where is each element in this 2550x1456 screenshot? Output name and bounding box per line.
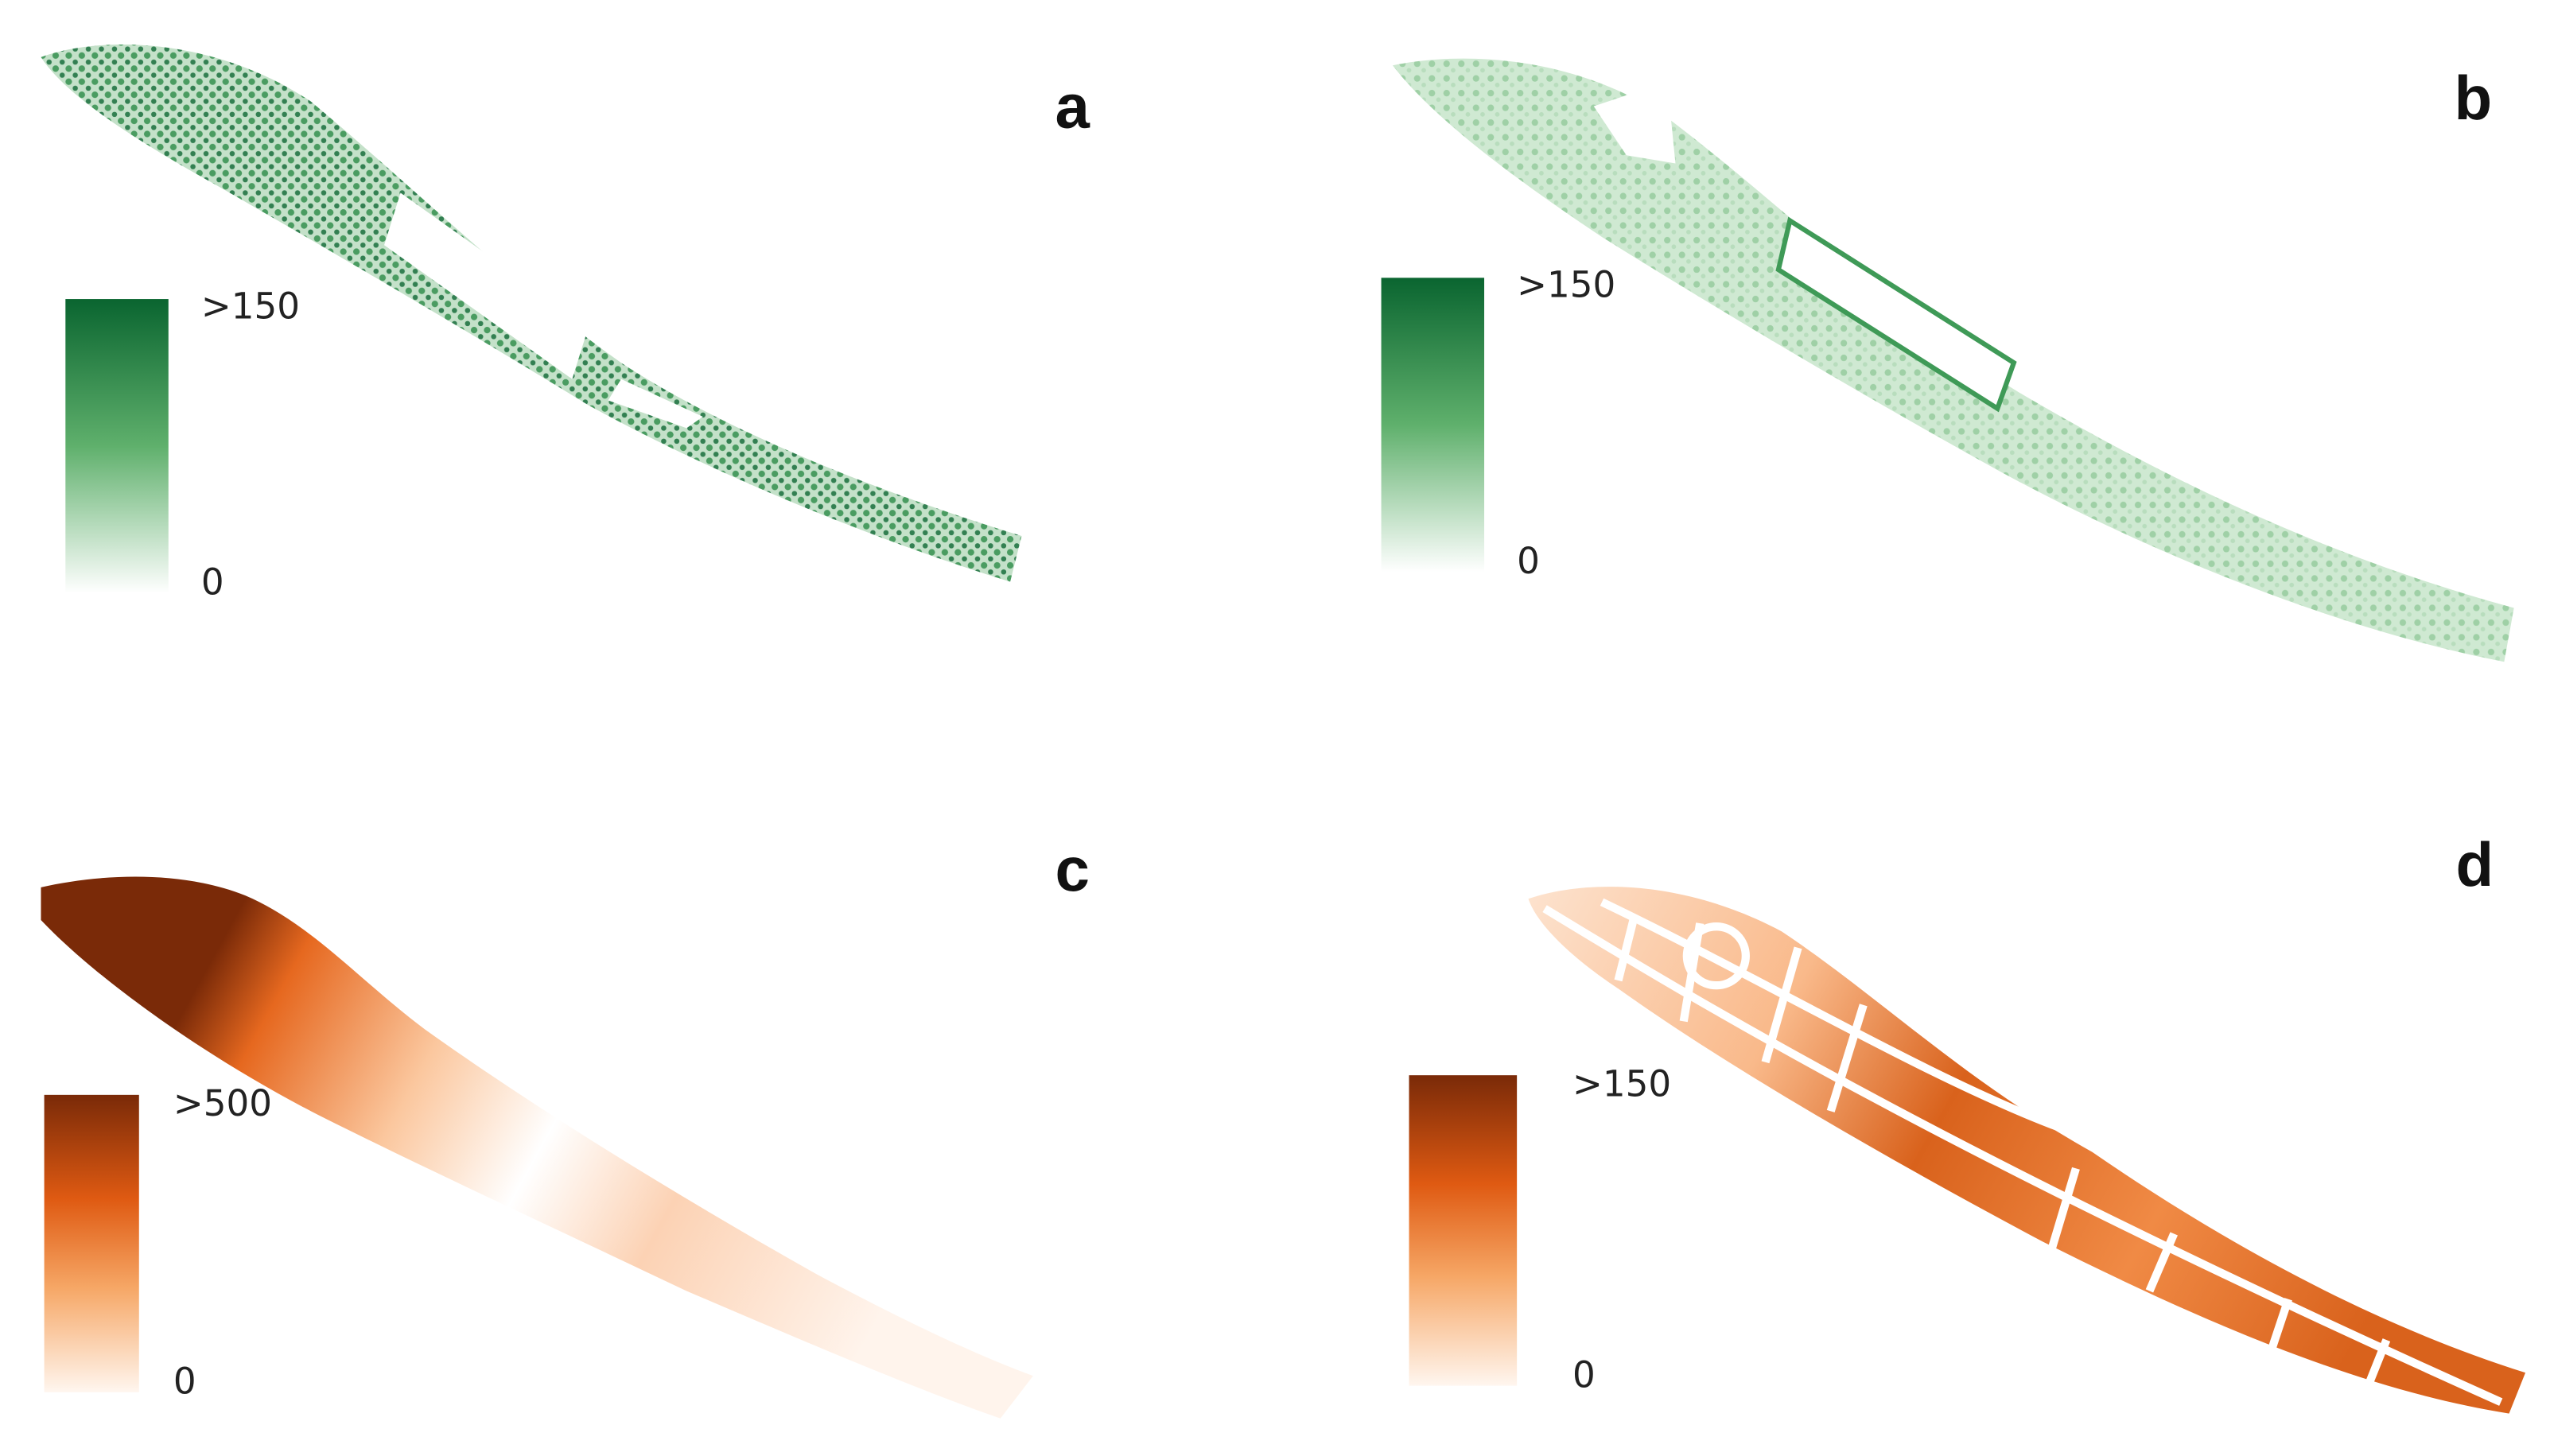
legend-min: 0 — [201, 561, 224, 604]
legend-min: 0 — [1572, 1353, 1596, 1396]
colorbar — [1381, 278, 1485, 573]
legend-max: >150 — [1572, 1063, 1671, 1105]
legend-max: >500 — [173, 1082, 272, 1124]
panel-label: a — [1055, 71, 1090, 141]
legend-max: >150 — [1517, 264, 1615, 306]
map-void — [384, 192, 589, 379]
map-void — [1775, 216, 2017, 413]
colorbar — [65, 299, 169, 593]
legend-min: 0 — [173, 1361, 196, 1403]
legend-max: >150 — [201, 285, 300, 327]
map-void — [608, 379, 703, 429]
panel-label: d — [2456, 829, 2494, 899]
road-network — [1542, 898, 2503, 1406]
panel-label: c — [1055, 834, 1089, 904]
map-shape — [41, 876, 1033, 1419]
map-void — [1593, 81, 1676, 164]
legend-min: 0 — [1517, 540, 1540, 582]
colorbar — [44, 1094, 139, 1392]
colorbar — [1409, 1075, 1518, 1386]
map-shape — [1528, 887, 2526, 1414]
panel-label: b — [2454, 63, 2492, 133]
